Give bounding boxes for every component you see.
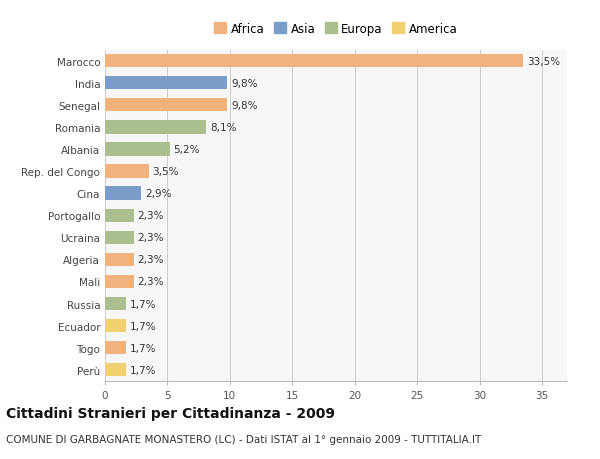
Text: 2,3%: 2,3% [137, 233, 164, 243]
Bar [105, 253, 134, 266]
Text: 9,8%: 9,8% [231, 101, 257, 111]
Text: 8,1%: 8,1% [210, 123, 236, 133]
Text: 2,3%: 2,3% [137, 211, 164, 221]
Text: COMUNE DI GARBAGNATE MONASTERO (LC) - Dati ISTAT al 1° gennaio 2009 - TUTTITALIA: COMUNE DI GARBAGNATE MONASTERO (LC) - Da… [6, 434, 481, 444]
Text: 1,7%: 1,7% [130, 343, 157, 353]
Text: 2,9%: 2,9% [145, 189, 172, 199]
Bar [105, 187, 141, 200]
Text: 5,2%: 5,2% [173, 145, 200, 155]
Text: 33,5%: 33,5% [527, 56, 560, 67]
Bar [105, 99, 227, 112]
Bar [105, 231, 134, 244]
Text: 1,7%: 1,7% [130, 321, 157, 331]
Text: Cittadini Stranieri per Cittadinanza - 2009: Cittadini Stranieri per Cittadinanza - 2… [6, 406, 335, 420]
Bar [105, 209, 134, 222]
Text: 1,7%: 1,7% [130, 365, 157, 375]
Text: 2,3%: 2,3% [137, 277, 164, 287]
Bar [105, 55, 523, 68]
Bar [105, 121, 206, 134]
Text: 3,5%: 3,5% [152, 167, 179, 177]
Bar [105, 77, 227, 90]
Bar [105, 364, 126, 376]
Bar [105, 319, 126, 332]
Text: 9,8%: 9,8% [231, 78, 257, 89]
Bar [105, 297, 126, 310]
Bar [105, 341, 126, 354]
Bar [105, 275, 134, 288]
Text: 1,7%: 1,7% [130, 299, 157, 309]
Bar [105, 165, 149, 178]
Legend: Africa, Asia, Europa, America: Africa, Asia, Europa, America [212, 20, 460, 38]
Text: 2,3%: 2,3% [137, 255, 164, 265]
Bar [105, 143, 170, 156]
